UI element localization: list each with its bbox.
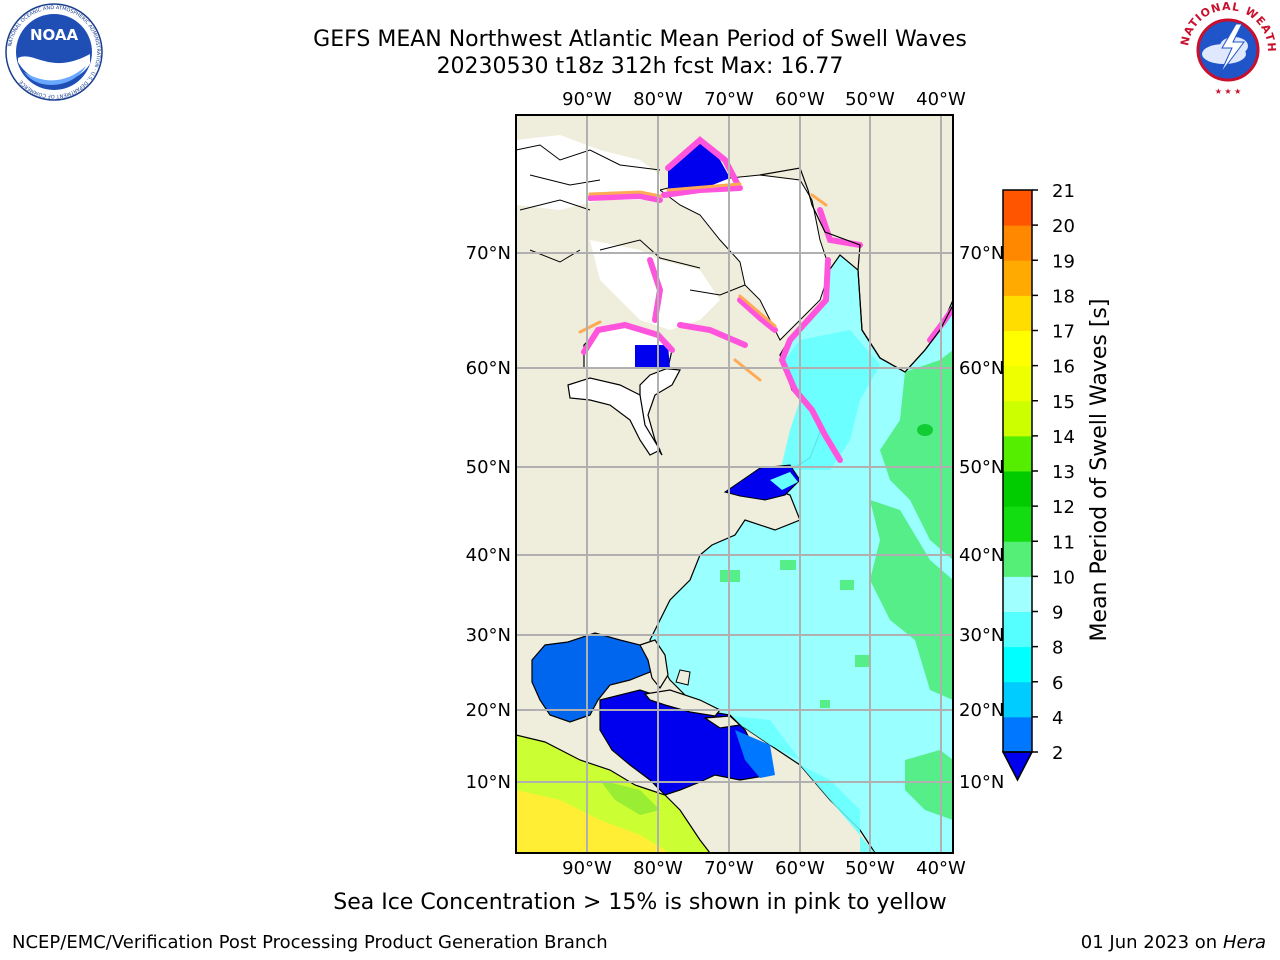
colorbar-segment — [1003, 400, 1032, 437]
map-frame — [515, 114, 954, 854]
colorbar-tick-label: 11 — [1052, 532, 1075, 553]
svg-text:★ ★ ★: ★ ★ ★ — [1215, 87, 1242, 96]
lat-label-left: 50°N — [466, 457, 511, 478]
colorbar-tick-label: 10 — [1052, 567, 1075, 588]
colorbar-tick-label: 8 — [1052, 638, 1063, 659]
colorbar-segment — [1003, 471, 1032, 507]
colorbar-segment — [1003, 295, 1032, 331]
colorbar-tick-label: 4 — [1052, 708, 1063, 729]
lon-label-top: 50°W — [845, 89, 895, 110]
lon-label-bottom: 40°W — [916, 858, 966, 879]
lon-label-bottom: 50°W — [845, 858, 895, 879]
colorbar-label: Mean Period of Swell Waves [s] — [1087, 299, 1112, 642]
colorbar: 2 4 6 8 9 10 11 12 13 14 15 16 17 18 19 20 21 — [1001, 181, 1075, 782]
credit-text: NCEP/EMC/Verification Post Processing Pr… — [12, 932, 608, 953]
noaa-logo-text: NOAA — [30, 26, 79, 44]
lon-label-bottom: 70°W — [704, 858, 754, 879]
colorbar-tick-label: 6 — [1052, 673, 1063, 694]
colorbar-segment — [1003, 330, 1032, 367]
colorbar-segment — [1003, 506, 1032, 542]
colorbar-tick-label: 20 — [1052, 216, 1075, 237]
sea-ice-edge — [581, 136, 953, 463]
colorbar-tick-label: 2 — [1052, 743, 1063, 764]
lat-label-left: 30°N — [466, 625, 511, 646]
colorbar-tick-label: 13 — [1052, 462, 1075, 483]
lat-label-right: 50°N — [959, 457, 1004, 478]
colorbar-tick-label: 18 — [1052, 286, 1075, 307]
colorbar-tick-label: 17 — [1052, 322, 1075, 343]
lat-label-right: 30°N — [959, 625, 1004, 646]
nws-logo: NATIONAL WEATHER SERVICE ★ ★ ★ — [1178, 2, 1277, 96]
lat-label-left: 20°N — [466, 700, 511, 721]
colorbar-segment — [1003, 646, 1032, 683]
colorbar-tick-label: 19 — [1052, 251, 1075, 272]
graticule — [516, 115, 953, 853]
colorbar-segment — [1003, 681, 1032, 718]
noaa-logo: NOAA NATIONAL OCEANIC AND ATMOSPHERIC AD… — [5, 3, 103, 101]
date-stamp: 01 Jun 2023 on Hera — [1081, 932, 1266, 953]
lon-label-top: 70°W — [704, 89, 754, 110]
lon-label-top: 90°W — [562, 89, 612, 110]
colorbar-tick-label: 14 — [1052, 427, 1075, 448]
chart-title: GEFS MEAN Northwest Atlantic Mean Period… — [313, 27, 967, 52]
lat-label-right: 10°N — [959, 772, 1004, 793]
lat-label-right: 40°N — [959, 545, 1004, 566]
lat-label-right: 70°N — [959, 243, 1004, 264]
sea-ice-note: Sea Ice Concentration > 15% is shown in … — [333, 890, 947, 915]
colorbar-tick-label: 15 — [1052, 392, 1075, 413]
colorbar-tick-label: 9 — [1052, 603, 1063, 624]
lon-label-bottom: 80°W — [633, 858, 683, 879]
colorbar-segment — [1003, 576, 1032, 612]
lat-label-left: 60°N — [466, 358, 511, 379]
colorbar-segment — [1003, 541, 1032, 577]
colorbar-segment — [1003, 365, 1032, 402]
colorbar-segment — [1003, 190, 1032, 226]
lon-label-bottom: 90°W — [562, 858, 612, 879]
colorbar-tick-label: 21 — [1052, 181, 1075, 202]
lon-label-top: 60°W — [775, 89, 825, 110]
lat-label-right: 60°N — [959, 358, 1004, 379]
lat-label-left: 10°N — [466, 772, 511, 793]
machine-name: Hera — [1222, 932, 1266, 953]
date-text: 01 Jun 2023 on — [1080, 932, 1218, 953]
colorbar-tick-label: 12 — [1052, 497, 1075, 518]
colorbar-tick-label: 16 — [1052, 357, 1075, 378]
lat-label-left: 40°N — [466, 545, 511, 566]
colorbar-segment — [1003, 716, 1032, 753]
chart-subtitle: 20230530 t18z 312h fcst Max: 16.77 — [436, 54, 844, 79]
lat-label-left: 70°N — [466, 243, 511, 264]
lon-label-top: 80°W — [633, 89, 683, 110]
colorbar-under-arrow — [1001, 751, 1034, 782]
colorbar-segment — [1003, 435, 1032, 472]
colorbar-segment — [1003, 225, 1032, 261]
colorbar-segment — [1003, 260, 1032, 296]
lon-label-top: 40°W — [916, 89, 966, 110]
colorbar-segment — [1003, 611, 1032, 648]
lat-label-right: 20°N — [959, 700, 1004, 721]
lon-label-bottom: 60°W — [775, 858, 825, 879]
